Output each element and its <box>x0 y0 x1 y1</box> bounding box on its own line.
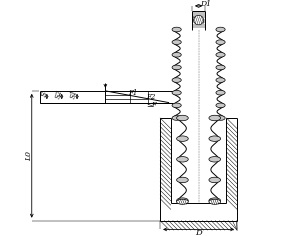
Ellipse shape <box>172 40 181 44</box>
Ellipse shape <box>209 198 221 203</box>
Ellipse shape <box>216 27 225 32</box>
Ellipse shape <box>177 156 188 162</box>
Ellipse shape <box>209 156 221 162</box>
Ellipse shape <box>216 116 225 120</box>
Text: D1: D1 <box>200 0 211 8</box>
Text: ≤F: ≤F <box>147 101 157 109</box>
Ellipse shape <box>209 115 221 121</box>
Ellipse shape <box>177 198 188 203</box>
Ellipse shape <box>209 199 221 204</box>
Text: D: D <box>195 229 202 236</box>
Ellipse shape <box>177 136 188 141</box>
Ellipse shape <box>172 78 181 82</box>
Ellipse shape <box>216 103 225 108</box>
Ellipse shape <box>172 27 181 32</box>
Ellipse shape <box>172 52 181 57</box>
Ellipse shape <box>209 136 221 141</box>
Text: L0: L0 <box>25 151 33 161</box>
Ellipse shape <box>216 65 225 70</box>
Ellipse shape <box>177 177 188 183</box>
Ellipse shape <box>177 115 188 121</box>
Ellipse shape <box>172 103 181 108</box>
Text: S: S <box>40 91 49 98</box>
Text: F2: F2 <box>146 93 155 101</box>
Ellipse shape <box>172 65 181 70</box>
Text: F1: F1 <box>128 89 138 97</box>
Ellipse shape <box>216 40 225 44</box>
Ellipse shape <box>172 116 181 120</box>
Ellipse shape <box>216 78 225 82</box>
Text: S1: S1 <box>69 89 79 100</box>
Ellipse shape <box>209 177 221 183</box>
Text: S2: S2 <box>54 89 64 100</box>
Ellipse shape <box>216 90 225 95</box>
Ellipse shape <box>194 15 204 25</box>
Ellipse shape <box>177 199 188 204</box>
Ellipse shape <box>172 90 181 95</box>
Ellipse shape <box>216 52 225 57</box>
